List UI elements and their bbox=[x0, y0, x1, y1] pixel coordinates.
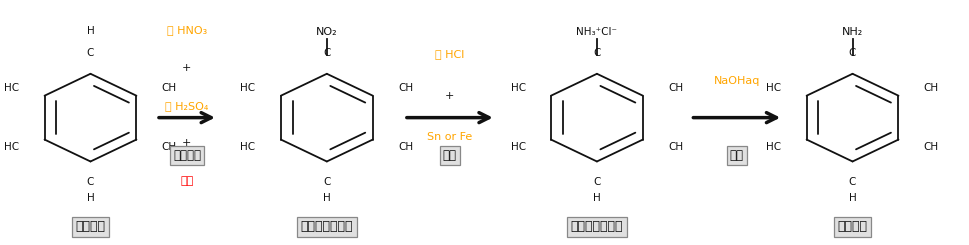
Text: C: C bbox=[323, 49, 330, 58]
Text: HC: HC bbox=[240, 142, 256, 152]
Text: NH₃⁺CI⁻: NH₃⁺CI⁻ bbox=[577, 26, 617, 37]
Text: H: H bbox=[593, 194, 601, 204]
Text: C: C bbox=[87, 177, 94, 187]
Text: 中和: 中和 bbox=[730, 149, 744, 162]
Text: H: H bbox=[86, 26, 94, 36]
Text: HC: HC bbox=[4, 142, 19, 152]
Text: +: + bbox=[445, 91, 454, 101]
Text: ベンゼン: ベンゼン bbox=[76, 220, 106, 233]
Text: CH: CH bbox=[669, 83, 683, 93]
Text: アニリン塩酸塩: アニリン塩酸塩 bbox=[571, 220, 623, 233]
Text: 濃 H₂SO₄: 濃 H₂SO₄ bbox=[166, 101, 208, 110]
Text: CH: CH bbox=[162, 142, 176, 152]
Text: NO₂: NO₂ bbox=[316, 26, 337, 37]
Text: CH: CH bbox=[923, 142, 939, 152]
Text: C: C bbox=[849, 49, 857, 58]
Text: NH₂: NH₂ bbox=[842, 26, 863, 37]
Text: NaOHaq: NaOHaq bbox=[713, 76, 760, 86]
Text: C: C bbox=[849, 177, 857, 187]
Text: HC: HC bbox=[511, 83, 526, 93]
Text: HC: HC bbox=[766, 142, 781, 152]
Text: +: + bbox=[182, 63, 192, 73]
Text: ニトロ化: ニトロ化 bbox=[172, 149, 201, 162]
Text: アニリン: アニリン bbox=[837, 220, 867, 233]
Text: Sn or Fe: Sn or Fe bbox=[427, 132, 473, 142]
Text: 濃 HNO₃: 濃 HNO₃ bbox=[167, 25, 207, 35]
Text: CH: CH bbox=[669, 142, 683, 152]
Text: C: C bbox=[323, 177, 330, 187]
Text: 濃 HCl: 濃 HCl bbox=[435, 49, 464, 60]
Text: H: H bbox=[849, 194, 857, 204]
Text: H: H bbox=[323, 194, 330, 204]
Text: CH: CH bbox=[923, 83, 939, 93]
Text: C: C bbox=[593, 49, 601, 58]
Text: ニトロベンゼン: ニトロベンゼン bbox=[300, 220, 353, 233]
Text: HC: HC bbox=[4, 83, 19, 93]
Text: CH: CH bbox=[398, 142, 413, 152]
Text: CH: CH bbox=[162, 83, 176, 93]
Text: CH: CH bbox=[398, 83, 413, 93]
Text: +: + bbox=[182, 138, 192, 148]
Text: C: C bbox=[593, 177, 601, 187]
Text: HC: HC bbox=[766, 83, 781, 93]
Text: H: H bbox=[86, 194, 94, 204]
Text: HC: HC bbox=[511, 142, 526, 152]
Text: 加熱: 加熱 bbox=[180, 176, 194, 186]
Text: HC: HC bbox=[240, 83, 256, 93]
Text: C: C bbox=[87, 49, 94, 58]
Text: 還元: 還元 bbox=[443, 149, 456, 162]
